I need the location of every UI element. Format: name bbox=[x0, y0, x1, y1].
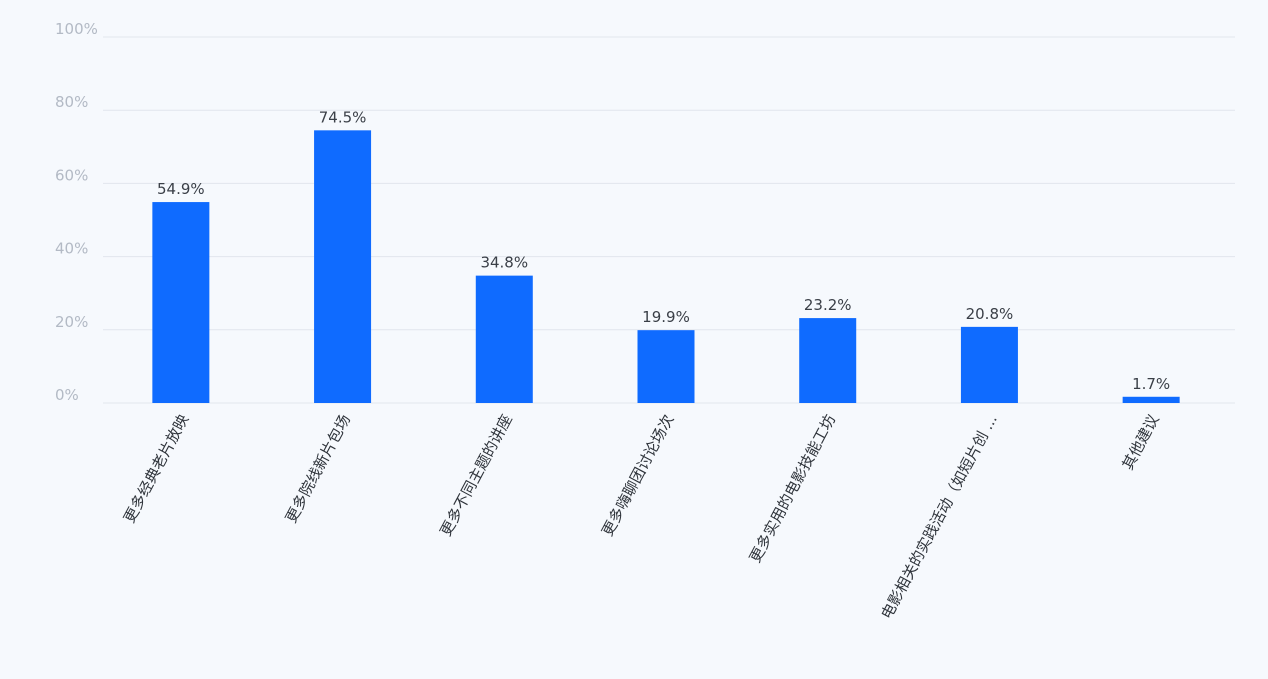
bar bbox=[960, 326, 1018, 403]
bar bbox=[637, 330, 695, 403]
x-tick-label: 更多实用的电影技能工坊 bbox=[746, 411, 839, 565]
x-axis-labels: 更多经典老片放映 更多院线新片包场 更多不同主题的讲座 更多嗨聊团讨论场次 更多实用的电… bbox=[120, 411, 1163, 622]
data-label: 20.8% bbox=[966, 305, 1014, 323]
bar bbox=[152, 202, 210, 403]
bar bbox=[1122, 396, 1180, 403]
y-tick-label: 40% bbox=[55, 240, 88, 258]
bar bbox=[799, 318, 857, 403]
data-label: 54.9% bbox=[157, 180, 205, 198]
x-tick-label: 其他建议 bbox=[1119, 411, 1163, 472]
y-tick-label: 20% bbox=[55, 313, 88, 331]
x-tick-label: 更多经典老片放映 bbox=[120, 411, 192, 525]
x-tick-label: 更多不同主题的讲座 bbox=[437, 411, 516, 539]
data-label: 23.2% bbox=[804, 296, 852, 314]
data-label: 74.5% bbox=[319, 108, 367, 126]
bars bbox=[152, 130, 1180, 403]
y-tick-label: 80% bbox=[55, 93, 88, 111]
data-label: 34.8% bbox=[480, 254, 528, 272]
gridlines bbox=[103, 36, 1235, 404]
y-tick-label: 100% bbox=[55, 20, 98, 38]
y-tick-label: 0% bbox=[55, 386, 79, 404]
x-tick-label: 电影相关的实践活动（如短片创 ... bbox=[878, 411, 1001, 622]
x-tick-label: 更多院线新片包场 bbox=[282, 411, 354, 525]
bar bbox=[314, 130, 372, 403]
data-label: 19.9% bbox=[642, 308, 690, 326]
y-tick-label: 60% bbox=[55, 166, 88, 184]
y-axis-ticks: 0% 20% 40% 60% 80% 100% bbox=[55, 20, 98, 404]
data-labels: 54.9% 74.5% 34.8% 19.9% 23.2% 20.8% 1.7% bbox=[157, 108, 1170, 392]
bar bbox=[475, 275, 533, 403]
data-label: 1.7% bbox=[1132, 375, 1170, 393]
x-tick-label: 更多嗨聊团讨论场次 bbox=[598, 411, 677, 539]
